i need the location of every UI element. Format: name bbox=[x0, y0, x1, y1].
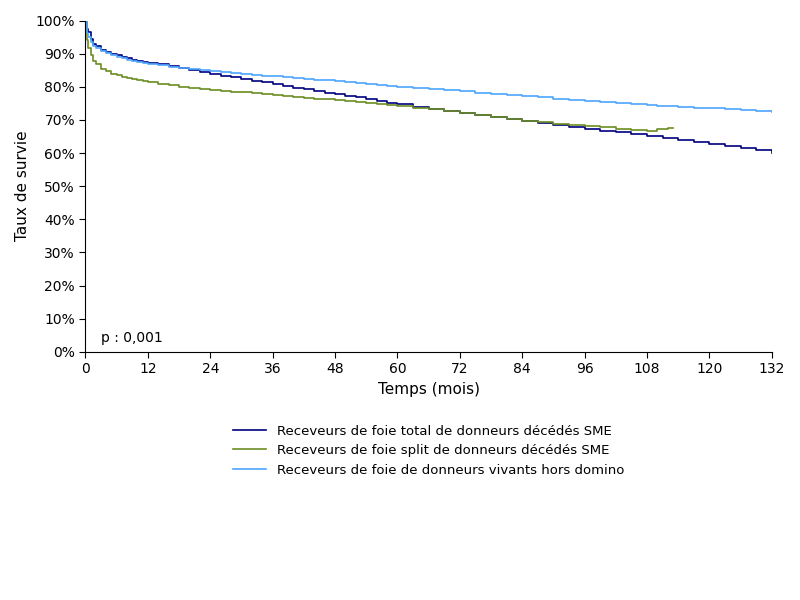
Receveurs de foie total de donneurs décédés SME bbox=[351, 94, 361, 101]
Y-axis label: Taux de survie: Taux de survie bbox=[15, 131, 30, 241]
Receveurs de foie total de donneurs décédés SME bbox=[424, 106, 434, 113]
Receveurs de foie split de donneurs décédés SME bbox=[439, 107, 449, 115]
Legend: Receveurs de foie total de donneurs décédés SME, Receveurs de foie split de donn: Receveurs de foie total de donneurs décé… bbox=[226, 418, 630, 484]
Text: p : 0,001: p : 0,001 bbox=[101, 331, 163, 344]
Receveurs de foie total de donneurs décédés SME bbox=[106, 50, 116, 57]
Line: Receveurs de foie split de donneurs décédés SME: Receveurs de foie split de donneurs décé… bbox=[86, 20, 673, 131]
Receveurs de foie split de donneurs décédés SME bbox=[83, 44, 93, 51]
Receveurs de foie total de donneurs décédés SME bbox=[767, 149, 777, 157]
Receveurs de foie de donneurs vivants hors domino bbox=[424, 85, 434, 92]
Receveurs de foie split de donneurs décédés SME bbox=[96, 65, 106, 72]
X-axis label: Temps (mois): Temps (mois) bbox=[378, 382, 480, 397]
Receveurs de foie de donneurs vivants hors domino bbox=[81, 17, 90, 24]
Receveurs de foie de donneurs vivants hors domino bbox=[351, 80, 361, 87]
Receveurs de foie total de donneurs décédés SME bbox=[310, 88, 319, 95]
Receveurs de foie de donneurs vivants hors domino bbox=[767, 108, 777, 115]
Receveurs de foie de donneurs vivants hors domino bbox=[408, 85, 418, 92]
Receveurs de foie de donneurs vivants hors domino bbox=[258, 72, 267, 79]
Line: Receveurs de foie de donneurs vivants hors domino: Receveurs de foie de donneurs vivants ho… bbox=[86, 20, 772, 112]
Receveurs de foie total de donneurs décédés SME bbox=[81, 17, 90, 24]
Receveurs de foie total de donneurs décédés SME bbox=[408, 103, 418, 110]
Receveurs de foie de donneurs vivants hors domino bbox=[106, 52, 116, 59]
Receveurs de foie de donneurs vivants hors domino bbox=[310, 76, 319, 83]
Receveurs de foie split de donneurs décédés SME bbox=[668, 125, 678, 132]
Receveurs de foie split de donneurs décédés SME bbox=[299, 94, 309, 101]
Line: Receveurs de foie total de donneurs décédés SME: Receveurs de foie total de donneurs décé… bbox=[86, 20, 772, 153]
Receveurs de foie split de donneurs décédés SME bbox=[143, 79, 153, 86]
Receveurs de foie total de donneurs décédés SME bbox=[258, 79, 267, 86]
Receveurs de foie split de donneurs décédés SME bbox=[81, 17, 90, 24]
Receveurs de foie split de donneurs décédés SME bbox=[112, 71, 122, 79]
Receveurs de foie split de donneurs décédés SME bbox=[642, 127, 652, 134]
